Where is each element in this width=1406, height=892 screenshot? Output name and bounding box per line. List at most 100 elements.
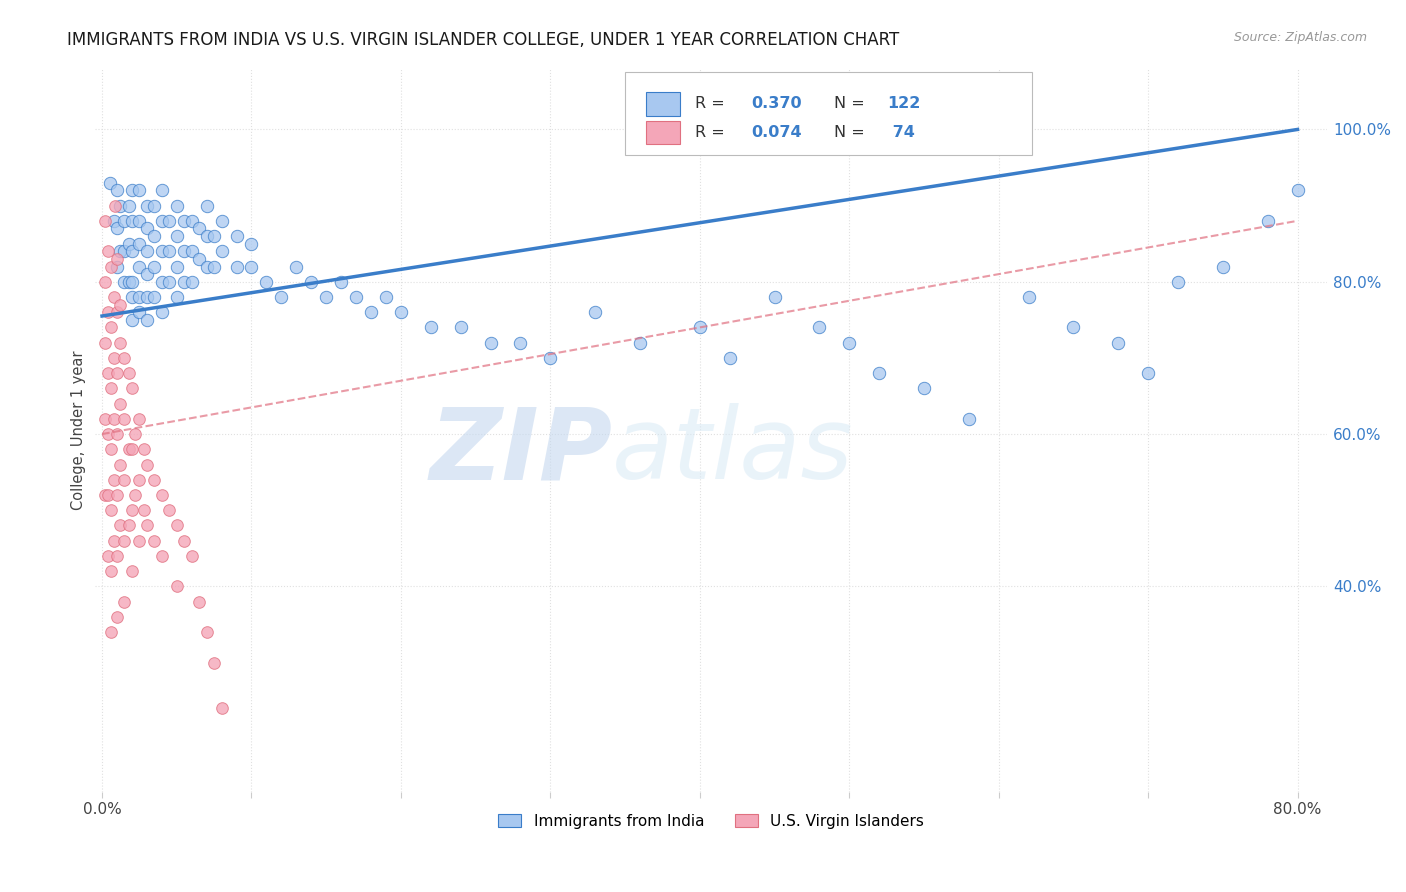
Point bbox=[240, 236, 263, 251]
Point bbox=[105, 549, 128, 563]
Point bbox=[389, 305, 412, 319]
Point bbox=[166, 260, 188, 274]
Point bbox=[128, 290, 150, 304]
Point bbox=[509, 335, 531, 350]
Text: ZIP: ZIP bbox=[429, 403, 613, 500]
Point bbox=[114, 351, 136, 365]
Point bbox=[157, 244, 180, 259]
Point bbox=[419, 320, 441, 334]
Point bbox=[121, 183, 143, 197]
Point bbox=[157, 275, 180, 289]
Point bbox=[118, 366, 141, 380]
Point bbox=[103, 412, 125, 426]
Point bbox=[108, 297, 131, 311]
Point bbox=[718, 351, 741, 365]
Point bbox=[114, 214, 136, 228]
Y-axis label: College, Under 1 year: College, Under 1 year bbox=[72, 351, 86, 510]
Point bbox=[225, 229, 247, 244]
Point bbox=[105, 366, 128, 380]
Point bbox=[135, 198, 157, 212]
Point bbox=[103, 351, 125, 365]
Point bbox=[100, 503, 122, 517]
Point bbox=[108, 335, 131, 350]
Point bbox=[132, 503, 155, 517]
Point bbox=[166, 229, 188, 244]
Point bbox=[121, 244, 143, 259]
Point bbox=[1212, 260, 1234, 274]
Point bbox=[202, 656, 225, 670]
Point bbox=[128, 183, 150, 197]
Point bbox=[108, 518, 131, 533]
Point bbox=[105, 260, 128, 274]
Point bbox=[114, 594, 136, 608]
Point bbox=[479, 335, 502, 350]
Point bbox=[100, 260, 122, 274]
Point bbox=[121, 503, 143, 517]
Point bbox=[121, 564, 143, 578]
Point bbox=[143, 290, 166, 304]
Point bbox=[114, 412, 136, 426]
Point bbox=[150, 214, 173, 228]
Legend: Immigrants from India, U.S. Virgin Islanders: Immigrants from India, U.S. Virgin Islan… bbox=[492, 807, 929, 835]
Point bbox=[135, 458, 157, 472]
Point bbox=[188, 594, 211, 608]
Point bbox=[128, 533, 150, 548]
Point bbox=[97, 244, 120, 259]
Point bbox=[97, 549, 120, 563]
Point bbox=[188, 221, 211, 235]
Point bbox=[114, 275, 136, 289]
Point bbox=[202, 260, 225, 274]
Point bbox=[538, 351, 561, 365]
Point bbox=[225, 260, 247, 274]
Point bbox=[628, 335, 651, 350]
Point bbox=[100, 564, 122, 578]
Point bbox=[360, 305, 382, 319]
Point bbox=[150, 244, 173, 259]
Point bbox=[166, 579, 188, 593]
Point bbox=[143, 198, 166, 212]
Point bbox=[188, 252, 211, 266]
Point bbox=[150, 549, 173, 563]
Point bbox=[100, 625, 122, 640]
Point bbox=[118, 442, 141, 457]
Point bbox=[195, 229, 218, 244]
Point bbox=[105, 221, 128, 235]
Point bbox=[957, 412, 980, 426]
Point bbox=[114, 533, 136, 548]
Point bbox=[150, 488, 173, 502]
Point bbox=[689, 320, 711, 334]
Point bbox=[94, 335, 117, 350]
Point bbox=[94, 275, 117, 289]
Point bbox=[132, 442, 155, 457]
Point bbox=[1257, 214, 1279, 228]
FancyBboxPatch shape bbox=[645, 121, 681, 145]
Point bbox=[1167, 275, 1189, 289]
Text: R =: R = bbox=[695, 95, 730, 111]
Point bbox=[583, 305, 606, 319]
Point bbox=[150, 275, 173, 289]
Point bbox=[1018, 290, 1040, 304]
Point bbox=[135, 244, 157, 259]
Point bbox=[211, 244, 233, 259]
FancyBboxPatch shape bbox=[624, 72, 1032, 155]
Point bbox=[868, 366, 890, 380]
Point bbox=[128, 305, 150, 319]
Point bbox=[98, 176, 121, 190]
Point bbox=[103, 533, 125, 548]
Point bbox=[103, 473, 125, 487]
Point bbox=[166, 290, 188, 304]
Point bbox=[1062, 320, 1084, 334]
Point bbox=[105, 305, 128, 319]
Point bbox=[211, 214, 233, 228]
Point bbox=[254, 275, 277, 289]
Point bbox=[114, 473, 136, 487]
Point bbox=[118, 236, 141, 251]
Point bbox=[114, 244, 136, 259]
Point bbox=[166, 198, 188, 212]
Point bbox=[912, 381, 935, 395]
Point bbox=[121, 290, 143, 304]
Point bbox=[135, 267, 157, 281]
Point bbox=[150, 305, 173, 319]
Point bbox=[105, 488, 128, 502]
Point bbox=[105, 427, 128, 442]
